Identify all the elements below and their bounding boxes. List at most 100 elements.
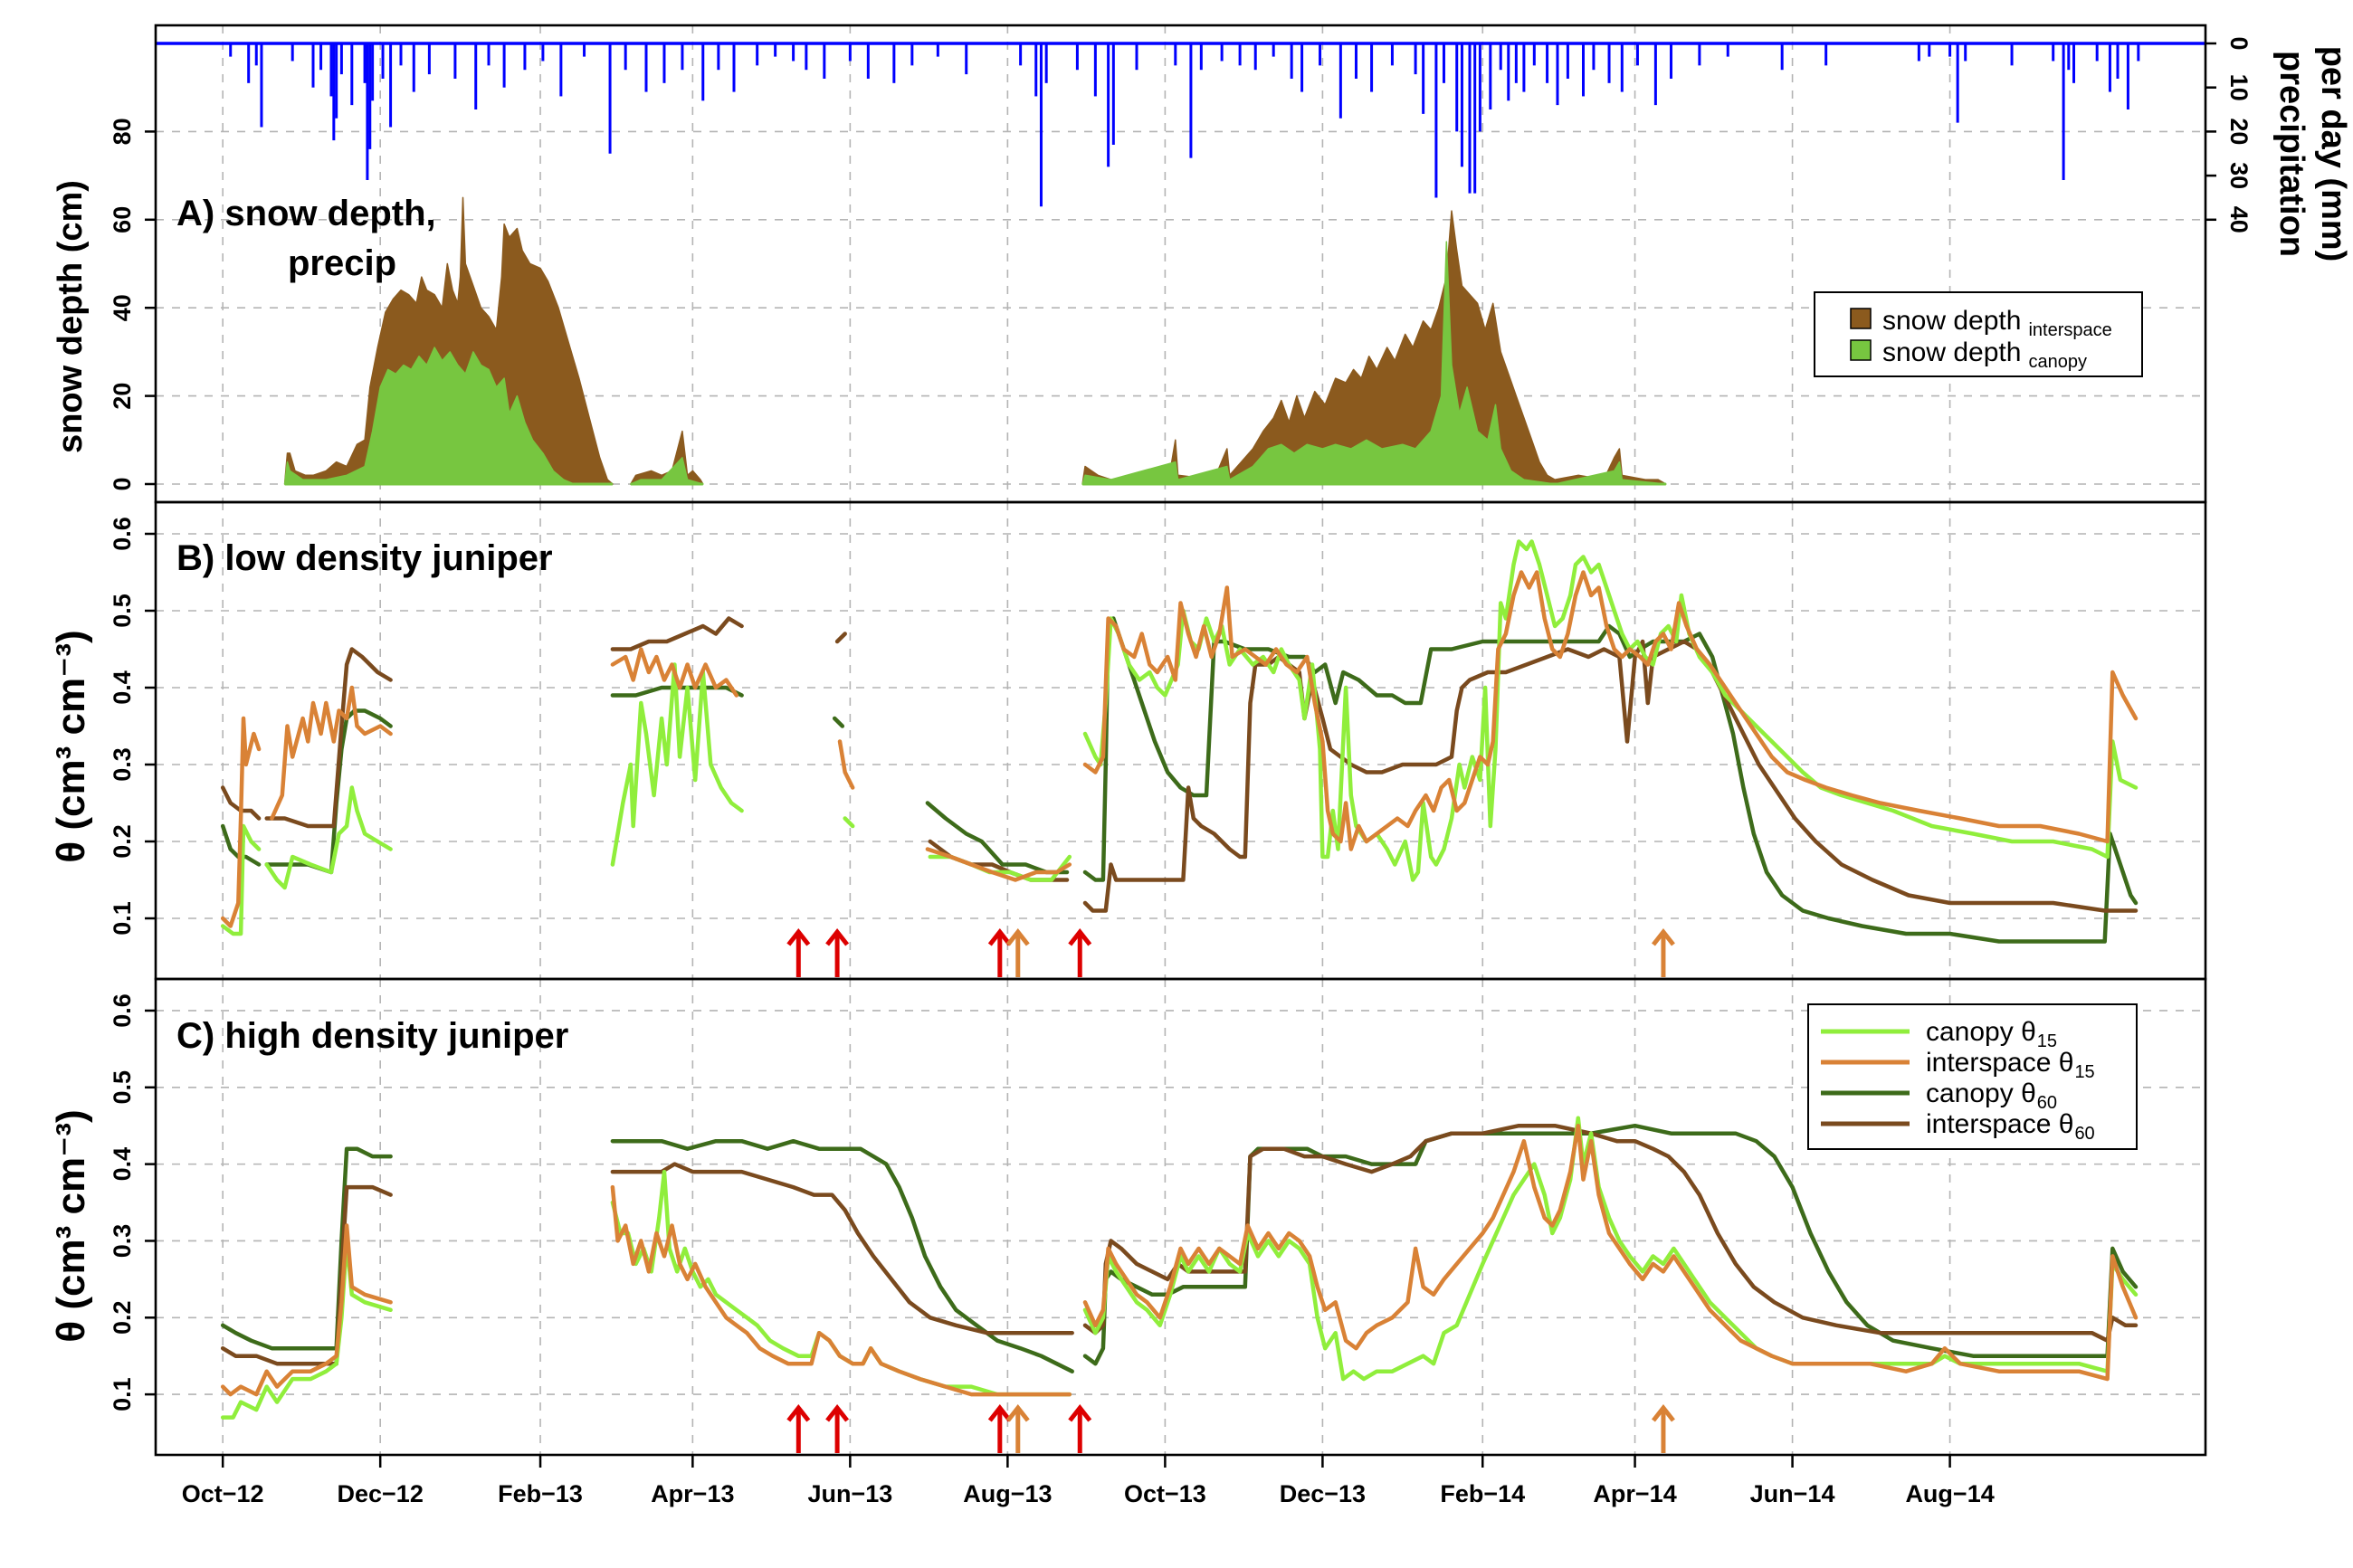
x-tick-label-7: Dec−13 xyxy=(1280,1480,1366,1507)
panel-2-arrow-head-4 xyxy=(1068,1403,1092,1422)
legend-label-snow-interspace: snow depth interspace xyxy=(1882,306,2112,340)
panel-a-ylabel: snow depth (cm) xyxy=(52,180,90,453)
panel-1-series-1-segment-1 xyxy=(270,685,393,821)
panel-a-y2label-line2: per day (mm) xyxy=(2314,46,2352,262)
legend-label-snow-canopy: snow depth canopy xyxy=(1882,337,2087,372)
snow-area-canopy-0 xyxy=(283,347,575,485)
panel-2-arrow-1 xyxy=(825,1403,850,1453)
panel-a-title: A) snow depth, xyxy=(176,194,436,233)
panel-1-arrow-5 xyxy=(1651,927,1675,977)
panel-1-arrow-head-2 xyxy=(987,927,1012,946)
panel-1-series-1-segment-5 xyxy=(1082,570,2139,851)
panel-2-arrow-0 xyxy=(786,1403,811,1453)
x-tick-label-2: Feb−13 xyxy=(498,1480,583,1507)
panel-2-series-1-segment-2 xyxy=(1082,1123,2139,1382)
x-tick-label-9: Apr−14 xyxy=(1593,1480,1676,1507)
panel-b-ylabel: θ (cm³ cm⁻³) xyxy=(49,630,93,862)
panel-1-series-3-segment-3 xyxy=(834,632,847,644)
panel-2-arrow-5 xyxy=(1651,1403,1675,1453)
panel-1-arrow-3 xyxy=(1005,927,1030,977)
legend-swatch-snow-canopy xyxy=(1850,339,1872,361)
panel-a-y2-tick-label-1: 10 xyxy=(2225,74,2253,101)
panel-c-y-tick-label-2: 0.3 xyxy=(109,1224,136,1259)
snow-area-interspace-0 xyxy=(283,196,614,485)
panel-1-series-1-segment-0 xyxy=(220,716,262,928)
panel-c-y-tick-label-0: 0.1 xyxy=(109,1377,136,1411)
panel-2-arrow-head-5 xyxy=(1651,1403,1675,1422)
panel-2-series-2-segment-0 xyxy=(220,1146,393,1351)
legend-label-canopy-15: canopy θ15 xyxy=(1926,1017,2057,1051)
x-tick-label-5: Aug−13 xyxy=(963,1480,1052,1507)
panel-1-series-1-segment-2 xyxy=(610,647,739,698)
panel-1-series-0-segment-2 xyxy=(610,662,744,867)
panel-b-y-tick-label-4: 0.5 xyxy=(109,594,136,628)
panel-a-y2-tick-label-3: 30 xyxy=(2225,162,2253,189)
panel-2-series-3-segment-1 xyxy=(610,1162,1074,1335)
panel-a-y2-tick-label-2: 20 xyxy=(2225,118,2253,145)
panel-2-arrow-head-0 xyxy=(786,1403,811,1422)
x-tick-label-11: Aug−14 xyxy=(1905,1480,1994,1507)
panel-2-series-1-segment-1 xyxy=(610,1184,1072,1397)
x-tick-label-10: Jun−14 xyxy=(1750,1480,1835,1507)
panel-frames xyxy=(154,24,2207,1457)
panel-c-y-tick-label-1: 0.2 xyxy=(109,1301,136,1335)
panel-1-arrow-0 xyxy=(786,927,811,977)
panel-1-series-2-segment-4 xyxy=(925,801,1070,875)
legend-label-canopy-60: canopy θ60 xyxy=(1926,1079,2057,1113)
panel-a-title-line2: precip xyxy=(288,243,396,283)
panel-a-y-tick-label-0: 0 xyxy=(109,477,136,490)
data-marks xyxy=(156,42,2205,1453)
panel-1-series-0-segment-0 xyxy=(220,823,262,936)
panel-2-series-3-segment-2 xyxy=(1082,1123,2139,1343)
legend-swatch-snow-interspace xyxy=(1850,308,1872,329)
panel-1-series-2-segment-3 xyxy=(832,716,845,728)
x-tick-label-3: Apr−13 xyxy=(651,1480,734,1507)
panel-b-title: B) low density juniper xyxy=(176,538,553,578)
panel-c-title: C) high density juniper xyxy=(176,1016,568,1056)
panel-c-ylabel: θ (cm³ cm⁻³) xyxy=(49,1109,93,1342)
panel-c-y-tick-label-4: 0.5 xyxy=(109,1070,136,1105)
panel-1-arrow-head-1 xyxy=(825,927,850,946)
x-tick-label-6: Oct−13 xyxy=(1124,1480,1206,1507)
panel-2-arrow-3 xyxy=(1005,1403,1030,1453)
panel-2-arrow-head-2 xyxy=(987,1403,1012,1422)
panel-1-series-3-segment-5 xyxy=(1082,639,2139,913)
panel-b-y-tick-label-0: 0.1 xyxy=(109,901,136,936)
panel-2-arrow-2 xyxy=(987,1403,1012,1453)
panel-1-arrow-4 xyxy=(1068,927,1092,977)
legend-label-interspace-60: interspace θ60 xyxy=(1926,1109,2095,1144)
panel-c-y-tick-label-5: 0.6 xyxy=(109,993,136,1028)
panel-1-series-3-segment-1 xyxy=(264,647,393,829)
panel-2-series-2-segment-1 xyxy=(610,1138,1074,1373)
panel-1-arrow-head-4 xyxy=(1068,927,1092,946)
snow-area-canopy-2 xyxy=(1081,241,1667,485)
panel-a-y-tick-label-2: 40 xyxy=(109,294,136,321)
panel-1-series-0-segment-5 xyxy=(1082,539,2139,882)
x-tick-label-0: Oct−12 xyxy=(182,1480,264,1507)
snow-area-canopy-1 xyxy=(630,457,704,485)
panel-a-y-tick-label-4: 80 xyxy=(109,118,136,145)
panel-a-y-tick-label-3: 60 xyxy=(109,206,136,233)
panel-1-arrow-head-0 xyxy=(786,927,811,946)
panel-a-y2label-line1: precipitation xyxy=(2272,51,2310,257)
panel-2-series-1-segment-0 xyxy=(220,1223,393,1397)
panel-2-arrow-head-3 xyxy=(1005,1403,1030,1422)
legend-label-interspace-15: interspace θ15 xyxy=(1926,1048,2095,1082)
panel-2-series-3-segment-0 xyxy=(220,1184,393,1366)
panel-1-arrow-head-5 xyxy=(1651,927,1675,946)
panel-a-legend-box xyxy=(1814,291,2143,377)
x-tick-label-4: Jun−13 xyxy=(807,1480,892,1507)
snow-area-interspace-2 xyxy=(1081,210,1667,485)
x-tick-label-1: Dec−12 xyxy=(338,1480,424,1507)
panel-1-series-0-segment-3 xyxy=(843,816,855,829)
panel-b-y-tick-label-2: 0.3 xyxy=(109,747,136,782)
panel-frame-2 xyxy=(154,977,2207,1457)
panel-1-series-0-segment-1 xyxy=(264,785,393,890)
panel-a-y2-tick-label-0: 0 xyxy=(2225,36,2253,50)
panel-a-legend: snow depth interspace snow depth canopy xyxy=(1814,291,2143,377)
panel-1-arrow-2 xyxy=(987,927,1012,977)
panel-b-y-tick-label-3: 0.4 xyxy=(109,670,136,705)
panel-a-y-tick-label-1: 20 xyxy=(109,383,136,410)
panel-1-series-1-segment-4 xyxy=(925,847,1072,882)
